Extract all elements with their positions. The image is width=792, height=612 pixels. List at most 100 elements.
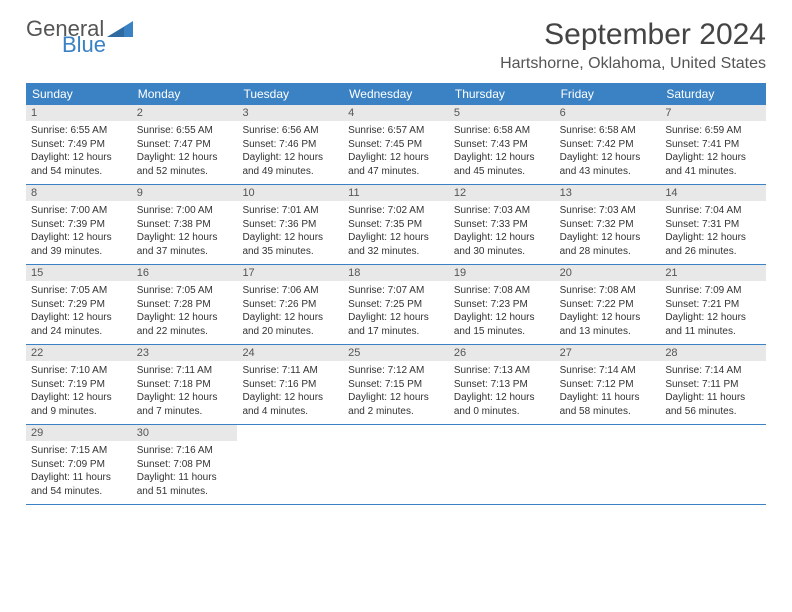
day-detail-line: Sunrise: 7:08 AM: [454, 284, 550, 298]
day-cell: 9Sunrise: 7:00 AMSunset: 7:38 PMDaylight…: [132, 185, 238, 264]
weekday-header: Saturday: [660, 83, 766, 105]
day-detail-line: Sunset: 7:38 PM: [137, 218, 233, 232]
day-cell: 12Sunrise: 7:03 AMSunset: 7:33 PMDayligh…: [449, 185, 555, 264]
day-detail-line: Sunset: 7:36 PM: [242, 218, 338, 232]
day-cell: [555, 425, 661, 504]
weekday-header-row: Sunday Monday Tuesday Wednesday Thursday…: [26, 83, 766, 105]
day-detail-line: Sunset: 7:31 PM: [665, 218, 761, 232]
day-detail-line: Sunrise: 7:13 AM: [454, 364, 550, 378]
weekday-header: Thursday: [449, 83, 555, 105]
day-number: 15: [31, 267, 127, 279]
day-number: 24: [242, 347, 338, 359]
day-cell: [343, 425, 449, 504]
weeks-container: 1Sunrise: 6:55 AMSunset: 7:49 PMDaylight…: [26, 105, 766, 505]
day-detail-line: Sunrise: 7:04 AM: [665, 204, 761, 218]
day-detail-line: Daylight: 12 hours: [242, 231, 338, 245]
day-detail-line: and 17 minutes.: [348, 325, 444, 339]
day-number: 7: [665, 107, 761, 119]
day-detail-line: Sunrise: 7:07 AM: [348, 284, 444, 298]
day-detail-line: and 26 minutes.: [665, 245, 761, 259]
day-detail-line: and 37 minutes.: [137, 245, 233, 259]
day-detail-line: and 2 minutes.: [348, 405, 444, 419]
day-number-bar: 22: [26, 345, 132, 361]
day-number-bar: 23: [132, 345, 238, 361]
day-cell: 21Sunrise: 7:09 AMSunset: 7:21 PMDayligh…: [660, 265, 766, 344]
day-detail-line: Sunset: 7:18 PM: [137, 378, 233, 392]
day-number-bar: 9: [132, 185, 238, 201]
day-detail-line: Daylight: 12 hours: [242, 391, 338, 405]
day-detail-line: and 0 minutes.: [454, 405, 550, 419]
day-detail-line: Sunrise: 6:58 AM: [560, 124, 656, 138]
day-detail-line: Sunset: 7:15 PM: [348, 378, 444, 392]
day-detail-line: Daylight: 12 hours: [560, 311, 656, 325]
day-detail-line: Sunrise: 7:03 AM: [560, 204, 656, 218]
day-cell: 19Sunrise: 7:08 AMSunset: 7:23 PMDayligh…: [449, 265, 555, 344]
day-detail-line: and 20 minutes.: [242, 325, 338, 339]
day-number: 17: [242, 267, 338, 279]
day-detail-line: Daylight: 12 hours: [137, 231, 233, 245]
day-number-bar: 21: [660, 265, 766, 281]
day-detail-line: and 54 minutes.: [31, 485, 127, 499]
day-detail-line: Sunset: 7:25 PM: [348, 298, 444, 312]
day-detail-line: Sunrise: 7:01 AM: [242, 204, 338, 218]
day-number-bar: 6: [555, 105, 661, 121]
day-detail-line: Sunset: 7:12 PM: [560, 378, 656, 392]
day-number-bar: 13: [555, 185, 661, 201]
day-cell: 20Sunrise: 7:08 AMSunset: 7:22 PMDayligh…: [555, 265, 661, 344]
day-number-bar: 24: [237, 345, 343, 361]
week-row: 22Sunrise: 7:10 AMSunset: 7:19 PMDayligh…: [26, 345, 766, 425]
weekday-header: Sunday: [26, 83, 132, 105]
logo-text-blue: Blue: [62, 34, 133, 56]
day-cell: 14Sunrise: 7:04 AMSunset: 7:31 PMDayligh…: [660, 185, 766, 264]
day-number-bar: 26: [449, 345, 555, 361]
day-cell: 13Sunrise: 7:03 AMSunset: 7:32 PMDayligh…: [555, 185, 661, 264]
day-detail-line: Sunrise: 6:55 AM: [31, 124, 127, 138]
week-row: 15Sunrise: 7:05 AMSunset: 7:29 PMDayligh…: [26, 265, 766, 345]
day-detail-line: Sunset: 7:16 PM: [242, 378, 338, 392]
day-detail-line: and 45 minutes.: [454, 165, 550, 179]
day-detail-line: Sunset: 7:28 PM: [137, 298, 233, 312]
day-detail-line: and 43 minutes.: [560, 165, 656, 179]
day-cell: 11Sunrise: 7:02 AMSunset: 7:35 PMDayligh…: [343, 185, 449, 264]
day-cell: 4Sunrise: 6:57 AMSunset: 7:45 PMDaylight…: [343, 105, 449, 184]
day-number: 10: [242, 187, 338, 199]
day-number: 8: [31, 187, 127, 199]
day-detail-line: Daylight: 11 hours: [31, 471, 127, 485]
day-number: 25: [348, 347, 444, 359]
day-detail-line: Sunset: 7:26 PM: [242, 298, 338, 312]
day-number-bar: 19: [449, 265, 555, 281]
day-detail-line: Sunrise: 7:12 AM: [348, 364, 444, 378]
weekday-header: Monday: [132, 83, 238, 105]
location-text: Hartshorne, Oklahoma, United States: [500, 55, 766, 73]
day-number: 28: [665, 347, 761, 359]
day-number: 1: [31, 107, 127, 119]
day-detail-line: Sunrise: 7:10 AM: [31, 364, 127, 378]
day-cell: 15Sunrise: 7:05 AMSunset: 7:29 PMDayligh…: [26, 265, 132, 344]
day-number-bar: 3: [237, 105, 343, 121]
day-number-bar: 29: [26, 425, 132, 441]
day-detail-line: Daylight: 12 hours: [665, 311, 761, 325]
day-number: 26: [454, 347, 550, 359]
day-detail-line: and 41 minutes.: [665, 165, 761, 179]
day-detail-line: Sunrise: 6:59 AM: [665, 124, 761, 138]
day-detail-line: Sunset: 7:21 PM: [665, 298, 761, 312]
day-detail-line: Sunrise: 7:14 AM: [560, 364, 656, 378]
day-detail-line: Daylight: 12 hours: [348, 391, 444, 405]
day-number-bar: 27: [555, 345, 661, 361]
day-detail-line: Sunset: 7:43 PM: [454, 138, 550, 152]
day-number: 16: [137, 267, 233, 279]
day-detail-line: Sunrise: 7:14 AM: [665, 364, 761, 378]
week-row: 29Sunrise: 7:15 AMSunset: 7:09 PMDayligh…: [26, 425, 766, 505]
day-detail-line: Sunrise: 7:05 AM: [31, 284, 127, 298]
day-number-bar: 7: [660, 105, 766, 121]
day-detail-line: and 9 minutes.: [31, 405, 127, 419]
day-detail-line: Sunset: 7:47 PM: [137, 138, 233, 152]
day-number: 29: [31, 427, 127, 439]
day-detail-line: Daylight: 12 hours: [560, 231, 656, 245]
day-cell: [449, 425, 555, 504]
day-cell: 23Sunrise: 7:11 AMSunset: 7:18 PMDayligh…: [132, 345, 238, 424]
day-cell: 24Sunrise: 7:11 AMSunset: 7:16 PMDayligh…: [237, 345, 343, 424]
day-detail-line: and 51 minutes.: [137, 485, 233, 499]
day-detail-line: Daylight: 12 hours: [31, 151, 127, 165]
week-row: 8Sunrise: 7:00 AMSunset: 7:39 PMDaylight…: [26, 185, 766, 265]
